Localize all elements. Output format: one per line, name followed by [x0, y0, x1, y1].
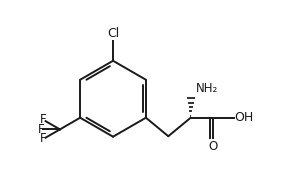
- Text: F: F: [40, 132, 47, 145]
- Text: F: F: [38, 123, 44, 136]
- Text: OH: OH: [234, 111, 254, 124]
- Text: NH₂: NH₂: [196, 82, 218, 95]
- Text: Cl: Cl: [107, 27, 119, 40]
- Text: F: F: [40, 113, 47, 126]
- Text: O: O: [208, 140, 218, 153]
